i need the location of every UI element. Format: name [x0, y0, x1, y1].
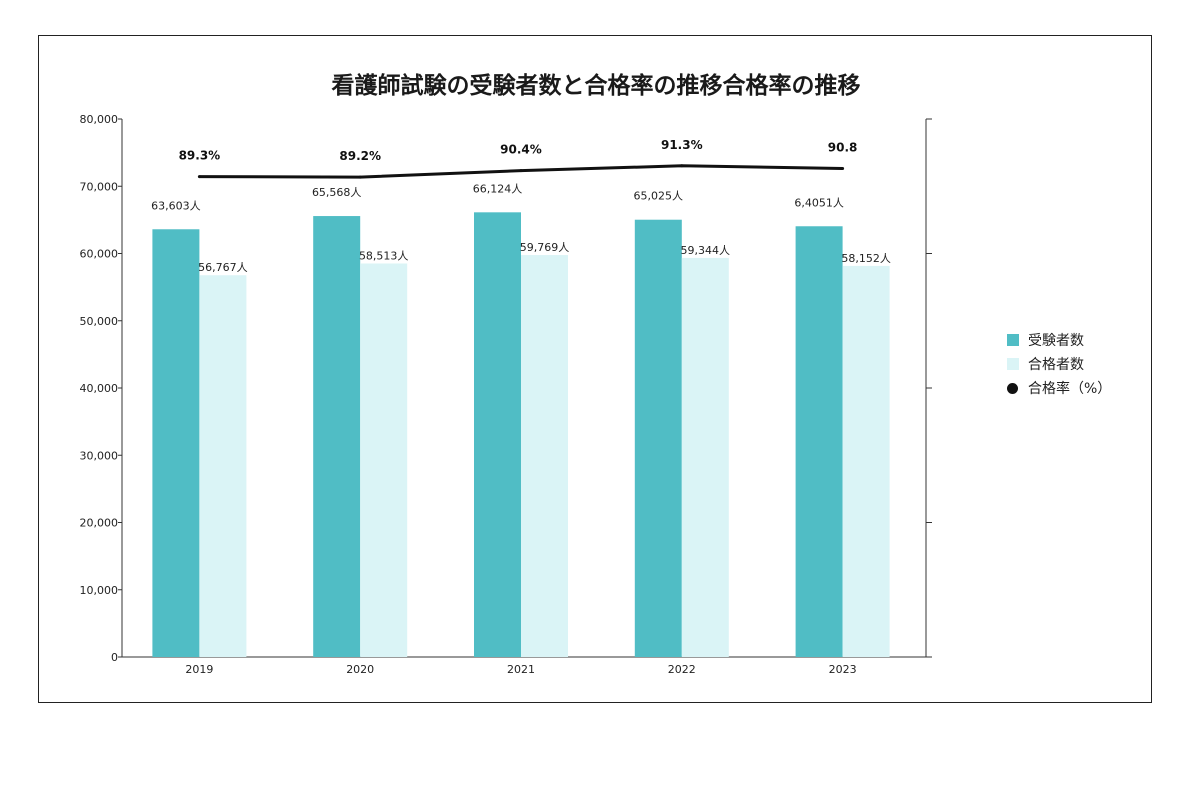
y-tick-label: 20,000 [80, 517, 119, 530]
chart-canvas: 0 10,000 20,000 30,000 40,000 50,000 60,000 70,… [80, 113, 932, 676]
legend-label-examinees: 受験者数 [1028, 333, 1084, 349]
y-tick-label: 80,000 [80, 113, 119, 126]
x-tick-label: 2020 [346, 663, 374, 676]
legend-label-pass-rate: 合格率（%） [1028, 381, 1112, 397]
chart-title: 看護師試験の受験者数と合格率の推移合格率の推移 [331, 73, 861, 99]
y-tick-label: 50,000 [80, 315, 119, 328]
bar-passers [360, 263, 408, 657]
legend-item-passers: 合格者数 [1007, 352, 1111, 376]
x-tick-label: 2021 [507, 663, 535, 676]
legend-swatch-passers [1007, 358, 1019, 370]
bar-examinees [795, 226, 843, 657]
chart-frame: 看護師試験の受験者数と合格率の推移合格率の推移 0 10,000 20,000 30,… [38, 35, 1152, 703]
pass-rate-point [358, 175, 362, 179]
data-label-passers: 56,767人 [198, 261, 248, 274]
pass-rate-point [841, 166, 845, 170]
bar-examinees [152, 229, 200, 657]
x-tick-label: 2019 [185, 663, 213, 676]
pass-rate-label: 89.2% [339, 149, 381, 163]
y-tick-label: 10,000 [80, 584, 119, 597]
data-label-passers: 58,513人 [359, 250, 409, 263]
legend: 受験者数 合格者数 合格率（%） [1007, 328, 1111, 400]
data-label-examinees: 6,4051人 [794, 196, 844, 209]
y-tick-label: 60,000 [80, 248, 119, 261]
bar-examinees [634, 219, 682, 657]
legend-label-passers: 合格者数 [1028, 357, 1084, 373]
y-tick-label: 40,000 [80, 382, 119, 395]
data-label-examinees: 65,568人 [312, 186, 362, 199]
y-tick-label: 0 [111, 651, 118, 664]
data-label-examinees: 65,025人 [634, 190, 684, 203]
data-label-examinees: 63,603人 [151, 199, 201, 212]
legend-swatch-examinees [1007, 334, 1019, 346]
pass-rate-point [519, 169, 523, 173]
bar-passers [521, 255, 568, 658]
pass-rate-label: 90.4% [500, 143, 542, 157]
legend-item-pass-rate: 合格率（%） [1007, 376, 1111, 400]
bar-passers [681, 257, 729, 657]
legend-item-examinees: 受験者数 [1007, 328, 1111, 352]
y-tick-label: 70,000 [80, 180, 119, 193]
y-tick-label: 30,000 [80, 449, 119, 462]
pass-rate-label: 89.3% [179, 149, 221, 163]
pass-rate-label: 91.3% [661, 138, 703, 152]
data-label-passers: 59,344人 [681, 244, 731, 257]
pass-rate-point [197, 175, 201, 179]
pass-rate-label: 90.8 [828, 140, 858, 154]
data-label-passers: 59,769人 [520, 241, 570, 254]
data-label-passers: 58,152人 [841, 252, 891, 265]
pass-rate-point [680, 164, 684, 168]
bar-examinees [313, 216, 361, 657]
x-tick-label: 2023 [829, 663, 857, 676]
data-label-examinees: 66,124人 [473, 182, 523, 195]
bar-examinees [474, 212, 521, 657]
bar-passers [199, 275, 247, 657]
bar-passers [842, 265, 890, 657]
legend-dot-pass-rate [1007, 382, 1018, 394]
x-tick-label: 2022 [668, 663, 696, 676]
